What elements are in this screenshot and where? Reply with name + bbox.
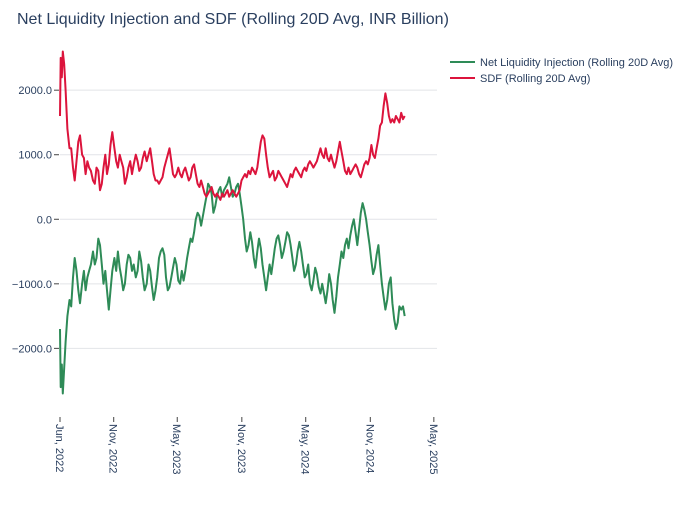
series-layer [59,50,406,395]
y-axis: 2000.0 1000.0 0.0 −1000.0 −2000.0 [12,85,59,355]
y-tick-label: −2000.0 [12,343,52,355]
series-line-0 [59,176,406,395]
legend[interactable]: Net Liquidity Injection (Rolling 20D Avg… [450,57,673,85]
x-tick-label: May, 2025 [427,424,439,475]
y-tick-label: 2000.0 [18,85,52,97]
y-tick-label: 0.0 [37,214,52,226]
x-tick-label: Nov, 2024 [363,424,375,473]
y-tick-label: 1000.0 [18,150,52,162]
legend-label-1[interactable]: SDF (Rolling 20D Avg) [480,73,590,85]
legend-label-0[interactable]: Net Liquidity Injection (Rolling 20D Avg… [480,57,673,69]
x-tick-label: May, 2024 [299,424,311,475]
chart-title: Net Liquidity Injection and SDF (Rolling… [17,11,449,28]
x-tick-label: May, 2023 [170,424,182,475]
series-line-1 [59,50,406,201]
x-tick-label: Jun, 2022 [53,424,65,472]
x-tick-label: Nov, 2023 [235,424,247,473]
y-tick-label: −1000.0 [12,279,52,291]
x-tick-label: Nov, 2022 [107,424,119,473]
x-axis: Jun, 2022 Nov, 2022 May, 2023 Nov, 2023 May,… [53,417,439,475]
